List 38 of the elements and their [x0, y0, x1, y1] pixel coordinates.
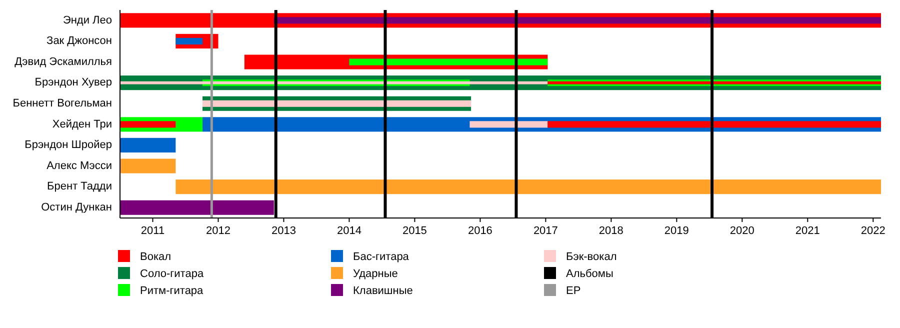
- y-tick-label: Остин Дункан: [41, 202, 112, 214]
- x-tick-label: 2021: [795, 225, 820, 237]
- y-tick-label: Брэндон Шройер: [24, 139, 112, 152]
- x-tick-label: 2011: [140, 225, 165, 237]
- bar: [470, 121, 548, 128]
- x-tick-label: 2022: [860, 225, 886, 237]
- y-tick-label: Зак Джонсон: [46, 35, 112, 48]
- legend-label: Вокал: [140, 251, 172, 263]
- x-tick-label: 2017: [533, 225, 558, 237]
- legend-label: Ударные: [353, 268, 398, 280]
- y-tick-label: Беннетт Вогельман: [12, 98, 112, 110]
- legend-label: Соло-гитара: [140, 268, 204, 280]
- x-tick-label: 2016: [468, 225, 492, 237]
- legend-label: Ритм-гитара: [140, 285, 204, 297]
- y-tick-label: Брент Тадди: [47, 180, 112, 193]
- bar: [202, 100, 472, 107]
- bar: [349, 58, 548, 66]
- bar: [176, 180, 881, 194]
- x-tick-label: 2014: [336, 225, 362, 237]
- x-tick-label: 2019: [664, 225, 689, 237]
- x-tick-label: 2018: [598, 225, 624, 237]
- y-tick-label: Дэвид Эскамиллья: [14, 56, 112, 68]
- legend-label: Альбомы: [566, 268, 614, 280]
- y-tick-label: Алекс Мэсси: [46, 160, 112, 172]
- legend-label: Бас-гитара: [353, 251, 410, 263]
- y-tick-label: Брэндон Хувер: [34, 76, 112, 89]
- y-tick-label: Хейден Три: [52, 118, 112, 130]
- legend-label: EP: [566, 285, 581, 297]
- x-tick-label: 2015: [402, 225, 427, 237]
- bar: [548, 121, 881, 128]
- legend-label: Бэк-вокал: [566, 251, 617, 263]
- bar: [120, 158, 176, 174]
- x-tick-label: 2013: [271, 225, 296, 237]
- x-tick-label: 2020: [730, 225, 754, 237]
- legend-label: Клавишные: [353, 285, 413, 297]
- bar: [120, 138, 176, 152]
- x-tick-label: 2012: [206, 225, 230, 237]
- y-tick-label: Энди Лео: [62, 14, 112, 26]
